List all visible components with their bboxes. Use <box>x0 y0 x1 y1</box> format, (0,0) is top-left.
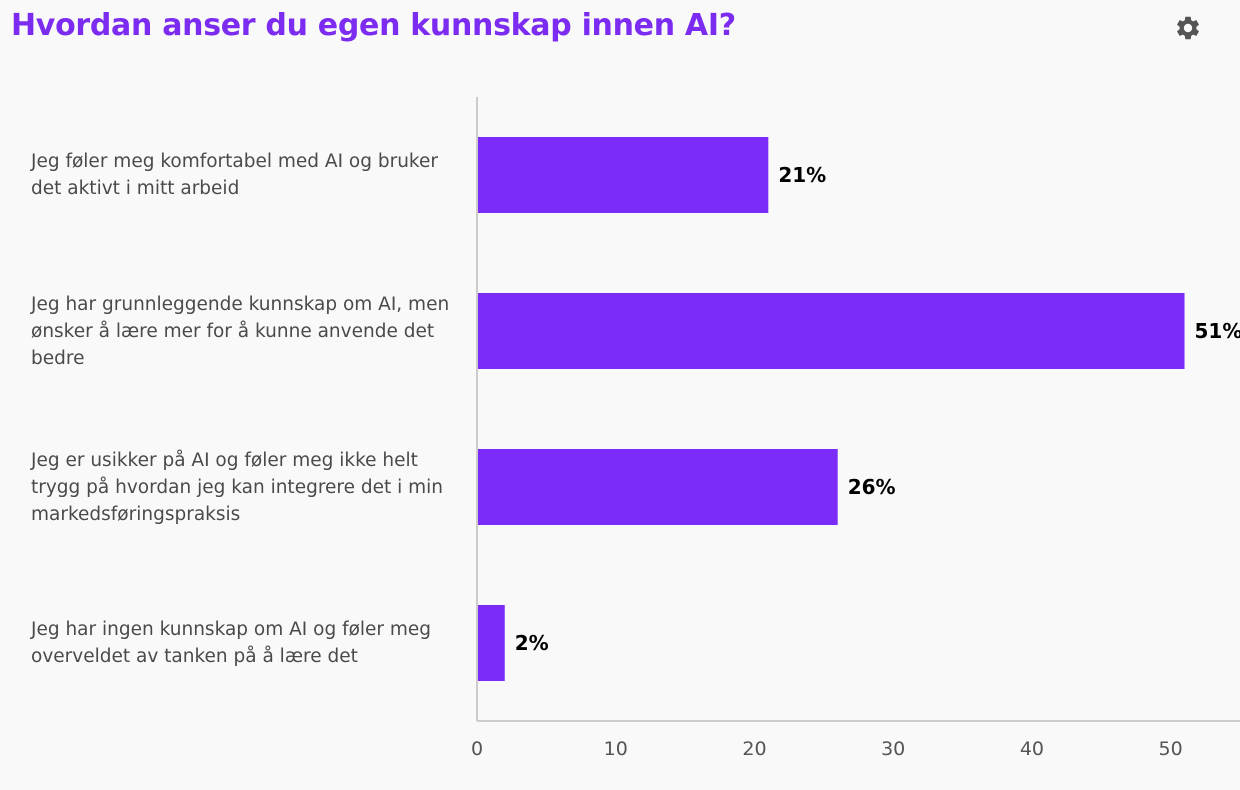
category-label: Jeg føler meg komfortabel med AI og bruk… <box>31 151 438 199</box>
x-tick-label: 0 <box>470 738 484 760</box>
category-label: Jeg er usikker på AI og føler meg ikke h… <box>31 449 444 525</box>
x-tick-label: 50 <box>1158 738 1183 760</box>
bar-value-label: 2% <box>514 631 549 655</box>
x-tick-label: 30 <box>881 738 906 760</box>
bar[interactable] <box>478 449 838 525</box>
x-tick-label: 20 <box>742 738 767 760</box>
bar[interactable] <box>478 293 1185 369</box>
bar-value-label: 26% <box>847 475 896 499</box>
gear-icon[interactable] <box>1174 14 1202 42</box>
x-tick-label: 10 <box>603 738 628 760</box>
bar-value-label: 51% <box>1194 319 1240 343</box>
bar-value-label: 21% <box>778 163 827 187</box>
x-tick-label: 40 <box>1019 738 1044 760</box>
bar[interactable] <box>478 137 769 213</box>
category-label: Jeg har grunnleggende kunnskap om AI, me… <box>31 293 450 369</box>
category-label: Jeg har ingen kunnskap om AI og føler me… <box>31 619 432 667</box>
bar[interactable] <box>478 605 505 681</box>
chart-title: Hvordan anser du egen kunnskap innen AI? <box>11 8 736 43</box>
